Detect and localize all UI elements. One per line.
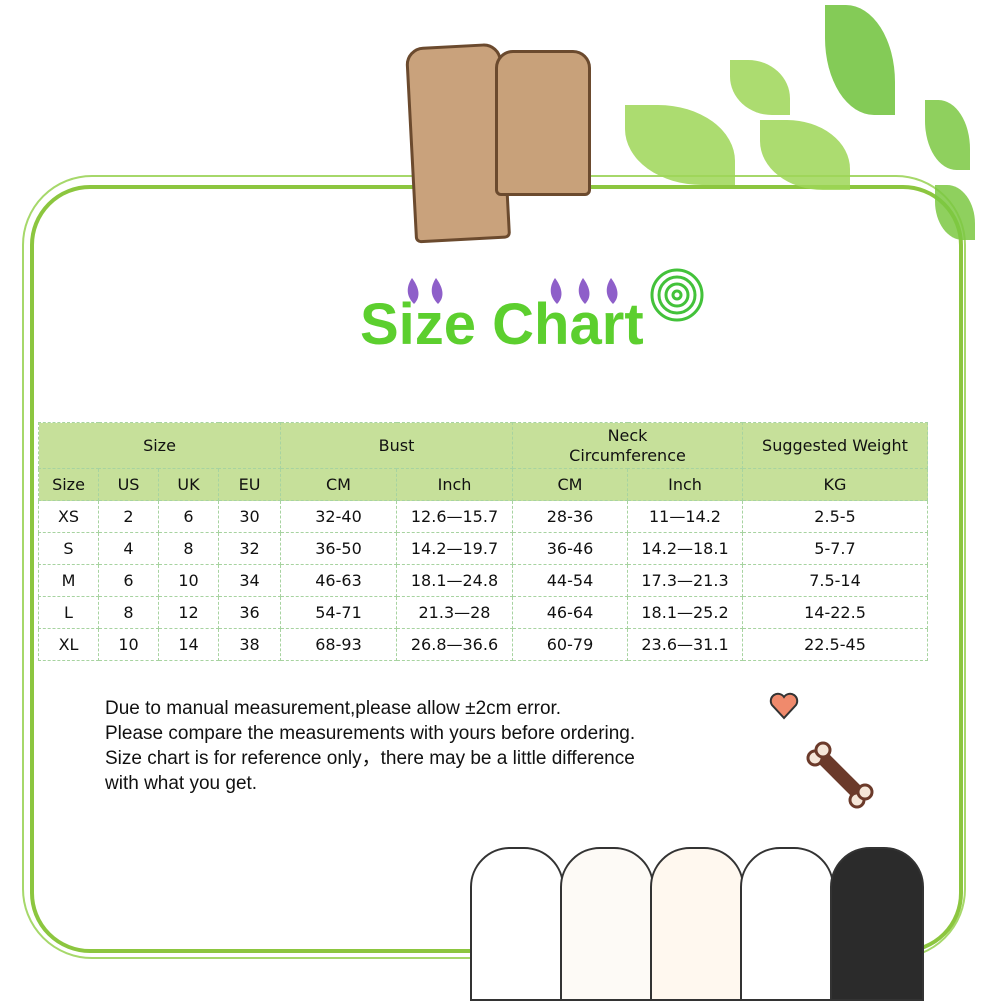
leaf-decoration (925, 100, 970, 170)
table-row: XS 2 6 30 32-40 12.6—15.7 28-36 11—14.2 2.5-5 (38, 500, 928, 533)
table-cell: 54-71 (280, 596, 397, 629)
table-cell: 6 (98, 564, 159, 597)
table-cell: 14.2—19.7 (396, 532, 513, 565)
sub-header: KG (742, 468, 928, 501)
sub-header: CM (280, 468, 397, 501)
table-cell: XS (38, 500, 99, 533)
table-cell: 32-40 (280, 500, 397, 533)
cat-illustration (560, 847, 654, 1001)
sub-header: CM (512, 468, 628, 501)
group-header-row: Size Bust Neck Circumference Suggested W… (38, 422, 928, 469)
table-row: XL 10 14 38 68-93 26.8—36.6 60-79 23.6—31.1 22.5… (38, 628, 928, 661)
table-row: M 6 10 34 46-63 18.1—24.8 44-54 17.3—21.3 7.5-14 (38, 564, 928, 597)
table-cell: 14-22.5 (742, 596, 928, 629)
sub-header: UK (158, 468, 219, 501)
table-cell: 6 (158, 500, 219, 533)
sub-header-row: Size US UK EU CM Inch CM Inch KG (38, 468, 928, 501)
table-cell: 26.8—36.6 (396, 628, 513, 661)
table-cell: 60-79 (512, 628, 628, 661)
table-cell: 34 (218, 564, 281, 597)
table-cell: 46-64 (512, 596, 628, 629)
table-cell: 23.6—31.1 (627, 628, 743, 661)
table-cell: 30 (218, 500, 281, 533)
heart-icon (769, 692, 799, 720)
sub-header: US (98, 468, 159, 501)
sub-header: Size (38, 468, 99, 501)
table-cell: 8 (98, 596, 159, 629)
cat-illustration (470, 847, 564, 1001)
table-cell: 14 (158, 628, 219, 661)
table-row: S 4 8 32 36-50 14.2—19.7 36-46 14.2—18.1 5-7.7 (38, 532, 928, 565)
table-cell: 12.6—15.7 (396, 500, 513, 533)
bone-icon (806, 741, 874, 809)
table-cell: XL (38, 628, 99, 661)
size-table: Size Bust Neck Circumference Suggested W… (38, 422, 928, 661)
table-cell: 7.5-14 (742, 564, 928, 597)
sub-header: Inch (396, 468, 513, 501)
note-line: Size chart is for reference only，there m… (105, 748, 635, 769)
table-cell: 22.5-45 (742, 628, 928, 661)
table-cell: 32 (218, 532, 281, 565)
group-header: Size (38, 422, 281, 469)
sub-header: EU (218, 468, 281, 501)
table-row: L 8 12 36 54-71 21.3—28 46-64 18.1—25.2 14-22.5 (38, 596, 928, 629)
purple-drops-icon (550, 278, 618, 304)
table-cell: 5-7.7 (742, 532, 928, 565)
table-cell: 10 (158, 564, 219, 597)
table-cell: 17.3—21.3 (627, 564, 743, 597)
table-cell: 11—14.2 (627, 500, 743, 533)
table-cell: 2 (98, 500, 159, 533)
table-cell: 36-46 (512, 532, 628, 565)
table-cell: 68-93 (280, 628, 397, 661)
table-cell: 36-50 (280, 532, 397, 565)
table-cell: 28-36 (512, 500, 628, 533)
group-header-neck: Neck Circumference (512, 422, 743, 469)
table-cell: 14.2—18.1 (627, 532, 743, 565)
table-cell: 12 (158, 596, 219, 629)
group-header: Bust (280, 422, 513, 469)
table-cell: L (38, 596, 99, 629)
note-line: with what you get. (105, 773, 258, 794)
page-title: Size Chart (360, 292, 644, 357)
cat-illustration (650, 847, 744, 1001)
sub-header: Inch (627, 468, 743, 501)
table-cell: 44-54 (512, 564, 628, 597)
group-header: Neck Circumference (569, 425, 686, 465)
table-cell: S (38, 532, 99, 565)
leaf-decoration (625, 105, 735, 185)
clip-decoration (495, 50, 591, 196)
table-cell: 46-63 (280, 564, 397, 597)
table-cell: 21.3—28 (396, 596, 513, 629)
cat-illustration (830, 847, 924, 1001)
table-cell: M (38, 564, 99, 597)
leaf-decoration (730, 60, 790, 115)
table-cell: 18.1—25.2 (627, 596, 743, 629)
group-header: Suggested Weight (742, 422, 928, 469)
leaf-decoration (825, 5, 895, 115)
cat-illustration (740, 847, 834, 1001)
notes: Due to manual measurement,please allow ±… (105, 696, 635, 796)
table-cell: 2.5-5 (742, 500, 928, 533)
note-line: Due to manual measurement,please allow ±… (105, 698, 562, 719)
table-cell: 10 (98, 628, 159, 661)
table-cell: 8 (158, 532, 219, 565)
note-line: Please compare the measurements with you… (105, 723, 636, 744)
table-cell: 38 (218, 628, 281, 661)
table-cell: 4 (98, 532, 159, 565)
cats-illustration (460, 840, 940, 1001)
table-cell: 36 (218, 596, 281, 629)
table-cell: 18.1—24.8 (396, 564, 513, 597)
spiral-icon (650, 268, 704, 322)
purple-drops-icon (407, 278, 443, 304)
